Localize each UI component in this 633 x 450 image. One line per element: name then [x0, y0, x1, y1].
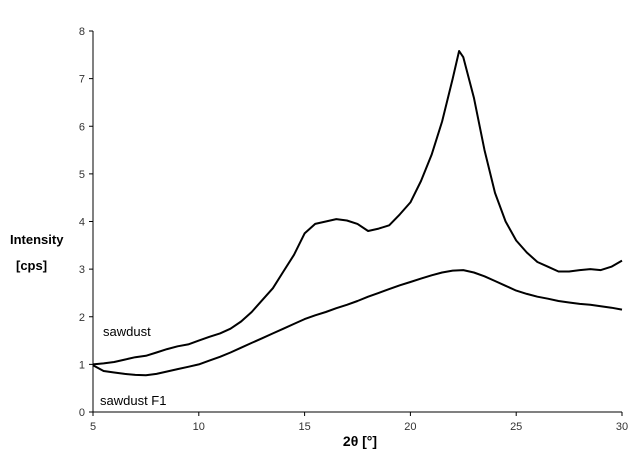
- y-tick-label: 5: [79, 169, 85, 181]
- y-tick-label: 1: [79, 359, 85, 371]
- y-tick-label: 4: [79, 217, 85, 229]
- y-tick-label: 0: [79, 407, 85, 419]
- y-tick-label: 6: [79, 121, 85, 133]
- x-tick-label: 5: [90, 421, 96, 433]
- y-axis-label-line2: [cps]: [16, 258, 47, 273]
- x-axis-ticks: 5 10 15 20 25 30: [90, 412, 628, 433]
- x-tick-label: 10: [193, 421, 205, 433]
- y-tick-label: 7: [79, 74, 85, 86]
- y-tick-label: 2: [79, 312, 85, 324]
- x-tick-label: 20: [404, 421, 416, 433]
- series-label-sawdust: sawdust: [103, 324, 151, 339]
- y-axis-ticks: 0 1 2 3 4 5 6 7 8: [79, 26, 93, 419]
- x-axis-label: 2θ [°]: [343, 433, 377, 449]
- y-axis-label-line1: Intensity: [10, 232, 64, 247]
- series-line-sawdust: [92, 50, 623, 366]
- x-tick-label: 25: [510, 421, 522, 433]
- y-tick-label: 3: [79, 264, 85, 276]
- y-tick-label: 8: [79, 26, 85, 38]
- series-group: [92, 50, 623, 377]
- series-line-sawdust-f1: [92, 269, 623, 377]
- series-label-sawdust-f1: sawdust F1: [100, 393, 166, 408]
- x-tick-label: 15: [298, 421, 310, 433]
- x-tick-label: 30: [616, 421, 628, 433]
